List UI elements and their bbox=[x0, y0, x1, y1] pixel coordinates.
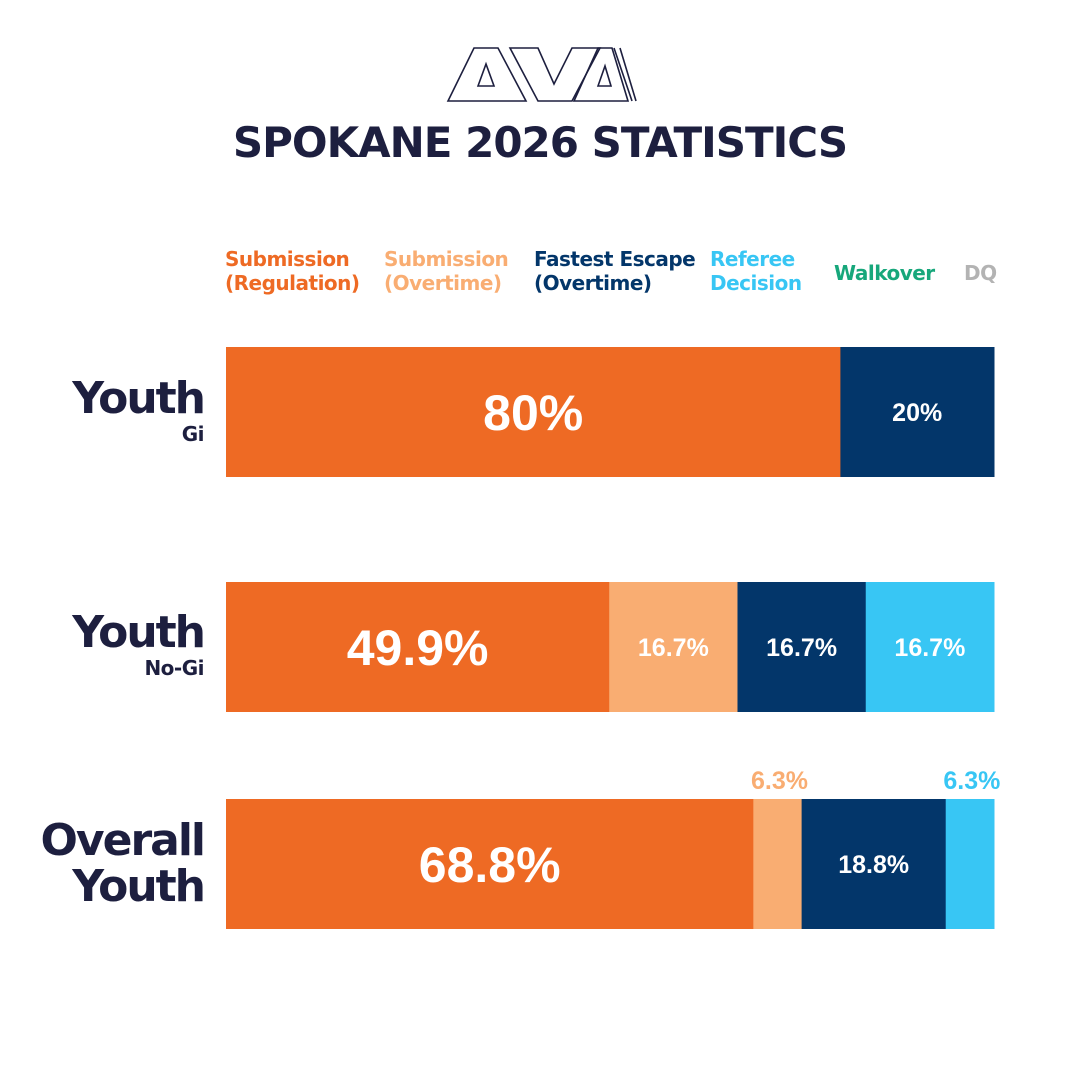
legend-line: Submission bbox=[225, 247, 350, 271]
data-label: 6.3% bbox=[943, 767, 1000, 795]
row-label: Overall Youth bbox=[40, 815, 206, 912]
legend-item-escape_ot: Fastest Escape (Overtime) bbox=[534, 247, 696, 295]
legend-line: Decision bbox=[710, 271, 802, 295]
bar-segment-escape_ot bbox=[801, 799, 947, 929]
legend-line: Walkover bbox=[834, 261, 935, 285]
data-label: 80% bbox=[483, 385, 583, 441]
data-label: 6.3% bbox=[751, 767, 808, 795]
legend-line: Fastest Escape bbox=[534, 247, 696, 271]
page-title: SPOKANE 2026 STATISTICS bbox=[232, 118, 848, 167]
row-label: Youth No-Gi bbox=[72, 607, 206, 681]
row-label-sub: Gi bbox=[181, 422, 205, 446]
data-label: 18.8% bbox=[838, 851, 909, 879]
legend-item-sub_reg: Submission (Regulation) bbox=[225, 247, 360, 295]
row-label-main: Youth bbox=[72, 373, 206, 424]
legend-item-walkover: Walkover bbox=[834, 261, 935, 285]
bar-segment-sub_ot bbox=[753, 799, 803, 929]
legend-line: Submission bbox=[384, 247, 509, 271]
bar-segment-sub_reg bbox=[226, 582, 610, 712]
legend-item-ref: Referee Decision bbox=[710, 247, 802, 295]
legend-line: (Overtime) bbox=[384, 271, 502, 295]
data-label: 16.7% bbox=[638, 634, 709, 662]
bar-segment-sub_reg bbox=[226, 347, 841, 477]
legend-item-dq: DQ bbox=[964, 261, 997, 285]
row-label-main: Youth bbox=[72, 607, 206, 658]
data-label: 68.8% bbox=[419, 837, 561, 893]
ava-logo bbox=[446, 47, 637, 102]
legend-line: DQ bbox=[964, 261, 997, 285]
data-label: 20% bbox=[892, 399, 942, 427]
bar-segment-sub_ot bbox=[609, 582, 738, 712]
data-label: 16.7% bbox=[894, 634, 965, 662]
bar-segment-ref bbox=[945, 799, 995, 929]
row-label-sub: Youth bbox=[72, 861, 206, 912]
data-label: 49.9% bbox=[347, 620, 489, 676]
legend-line: Referee bbox=[710, 247, 795, 271]
legend-line: (Regulation) bbox=[225, 271, 360, 295]
bar-segment-sub_reg bbox=[226, 799, 754, 929]
row-label: Youth Gi bbox=[72, 373, 206, 447]
row-label-sub: No-Gi bbox=[144, 656, 204, 680]
data-label: 16.7% bbox=[766, 634, 837, 662]
legend-line: (Overtime) bbox=[534, 271, 652, 295]
bar-segment-escape_ot bbox=[737, 582, 867, 712]
bar-segment-ref bbox=[865, 582, 995, 712]
bar-segment-escape_ot bbox=[840, 347, 995, 477]
legend-item-sub_ot: Submission (Overtime) bbox=[384, 247, 509, 295]
row-label-main: Overall bbox=[40, 815, 206, 866]
